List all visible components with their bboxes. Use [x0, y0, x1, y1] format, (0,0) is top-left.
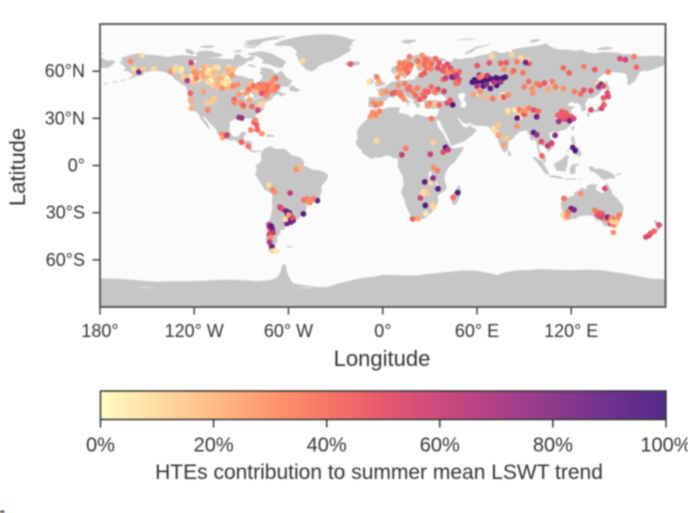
svg-text:Latitude: Latitude — [5, 128, 30, 206]
svg-text:40%: 40% — [307, 435, 347, 457]
svg-text:60%: 60% — [420, 435, 460, 457]
svg-text:30°N: 30°N — [45, 108, 85, 128]
svg-text:30°S: 30°S — [46, 203, 85, 223]
svg-text:60°N: 60°N — [45, 61, 85, 81]
svg-text:60° W: 60° W — [264, 321, 313, 341]
svg-text:100%: 100% — [640, 435, 688, 457]
svg-text:0°: 0° — [68, 156, 85, 176]
svg-text:Longitude: Longitude — [334, 346, 431, 371]
svg-text:120° E: 120° E — [544, 321, 598, 341]
svg-text:80%: 80% — [533, 435, 573, 457]
svg-text:20%: 20% — [194, 435, 234, 457]
svg-text:60° E: 60° E — [455, 321, 499, 341]
svg-text:180°: 180° — [81, 321, 118, 341]
svg-text:HTEs contribution to summer me: HTEs contribution to summer mean LSWT tr… — [155, 461, 603, 484]
svg-text:120° W: 120° W — [165, 321, 224, 341]
svg-text:0°: 0° — [374, 321, 391, 341]
svg-text:60°S: 60°S — [46, 250, 85, 270]
svg-text:0%: 0% — [86, 435, 115, 457]
